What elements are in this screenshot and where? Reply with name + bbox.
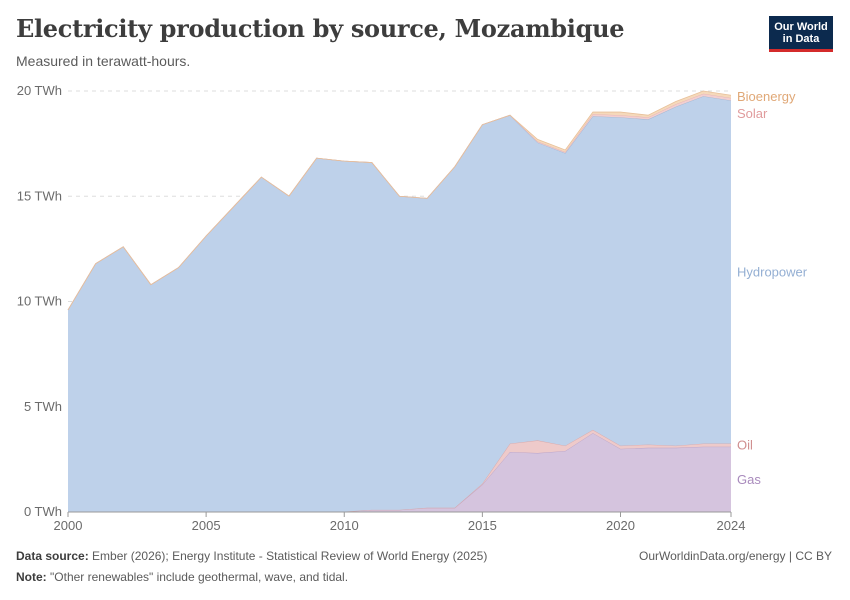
series-label-solar[interactable]: Solar — [737, 106, 768, 121]
x-tick-label: 2000 — [54, 518, 83, 533]
series-label-oil[interactable]: Oil — [737, 438, 753, 453]
logo-line-2: in Data — [782, 33, 820, 45]
y-tick-label: 0 TWh — [24, 504, 62, 519]
x-tick-label: 2015 — [468, 518, 497, 533]
source-url-link[interactable]: OurWorldinData.org/energy | CC BY — [639, 549, 832, 563]
area-gas[interactable] — [68, 433, 731, 512]
chart-title: Electricity production by source, Mozamb… — [16, 14, 625, 43]
logo-line-1: Our World — [774, 21, 828, 33]
data-source: Data source: Ember (2026); Energy Instit… — [16, 549, 487, 563]
note-label: Note: — [16, 570, 47, 584]
area-hydropower[interactable] — [68, 96, 731, 512]
series-areas — [67, 90, 732, 513]
x-tick-label: 2024 — [717, 518, 746, 533]
series-label-hydropower[interactable]: Hydropower — [737, 265, 808, 280]
series-label-bioenergy[interactable]: Bioenergy — [737, 89, 796, 104]
chart-note: Note: "Other renewables" include geother… — [16, 570, 348, 584]
line-bioenergy — [67, 90, 732, 311]
x-tick-label: 2020 — [606, 518, 635, 533]
y-tick-label: 15 TWh — [17, 188, 62, 203]
data-source-text: Ember (2026); Energy Institute - Statist… — [92, 549, 488, 563]
y-axis: 0 TWh 5 TWh 10 TWh 15 TWh 20 TWh — [17, 83, 62, 519]
chart-subtitle: Measured in terawatt-hours. — [16, 53, 191, 69]
owid-logo[interactable]: Our World in Data — [769, 16, 833, 52]
data-source-label: Data source: — [16, 549, 89, 563]
y-tick-label: 10 TWh — [17, 294, 62, 309]
x-axis: 2000 2005 2010 2015 2020 2024 — [54, 511, 746, 533]
series-labels: Bioenergy Solar Hydropower Oil Gas — [737, 89, 808, 487]
x-tick-label: 2005 — [192, 518, 221, 533]
x-tick-label: 2010 — [330, 518, 359, 533]
series-label-gas[interactable]: Gas — [737, 472, 761, 487]
area-oil[interactable] — [68, 429, 731, 512]
y-tick-label: 20 TWh — [17, 83, 62, 98]
note-text: "Other renewables" include geothermal, w… — [50, 570, 349, 584]
y-tick-label: 5 TWh — [24, 399, 62, 414]
